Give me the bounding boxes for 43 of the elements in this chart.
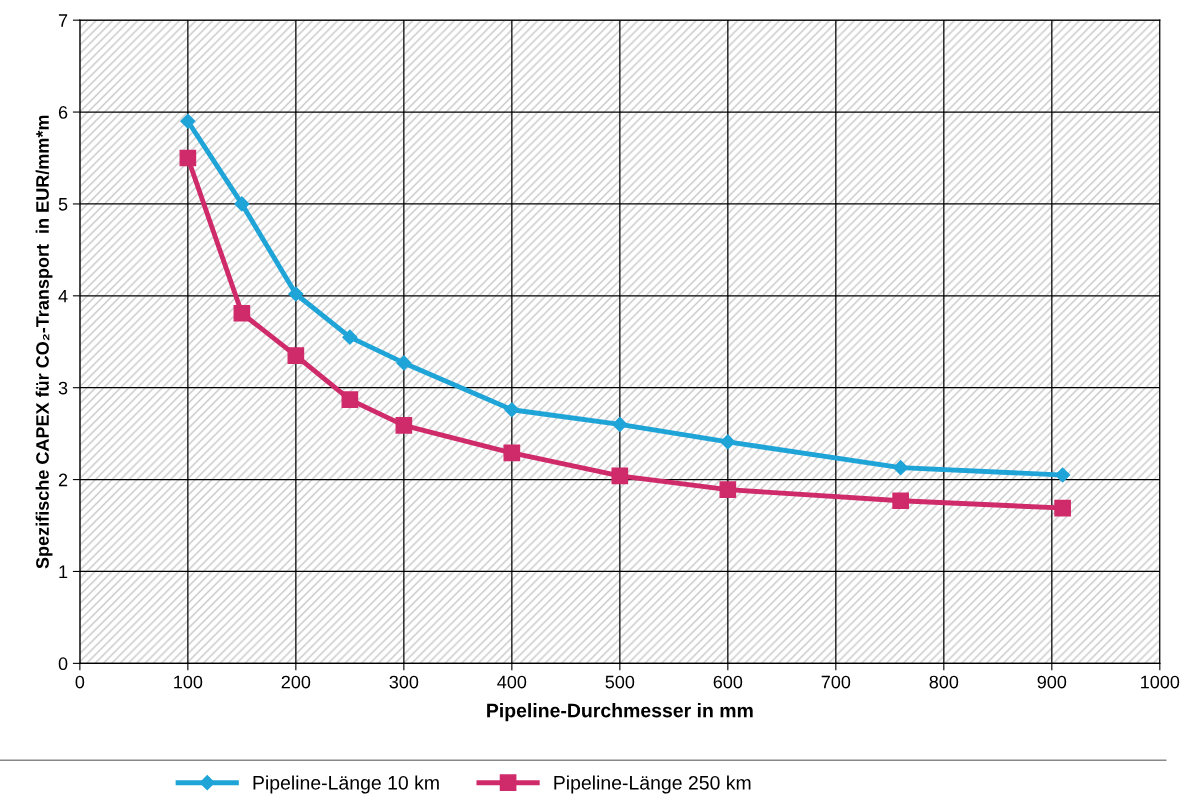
y-tick-label: 5 <box>58 198 68 211</box>
y-tick-label: 6 <box>58 105 68 119</box>
point <box>341 391 359 408</box>
point <box>179 149 197 167</box>
point <box>612 416 628 433</box>
point <box>893 460 909 476</box>
y-tick-label: 0 <box>58 657 68 671</box>
x-tick-label: 500 <box>605 675 635 689</box>
y-tick-label: 2 <box>58 473 68 487</box>
x-tick-label: 300 <box>389 675 419 689</box>
x-tick-label: 800 <box>929 675 959 689</box>
point <box>234 196 250 212</box>
point <box>288 286 304 302</box>
point <box>233 304 251 322</box>
x-tick-label: 900 <box>1037 675 1067 689</box>
point <box>342 329 358 345</box>
point <box>1054 499 1071 517</box>
x-axis-title: Pipeline-Durchmesser in mm <box>487 703 753 722</box>
point <box>1055 467 1071 483</box>
legend-label: Pipeline-Länge 250 km <box>554 775 751 794</box>
point <box>396 355 412 371</box>
point <box>395 417 413 434</box>
x-tick-label: 100 <box>174 675 203 689</box>
point <box>503 444 521 462</box>
y-tick-label: 7 <box>58 14 68 27</box>
y-axis-title: Spezifische CAPEX für CO₂-Transport in EUR/mm*m <box>35 115 53 569</box>
point <box>504 402 520 418</box>
point <box>611 467 629 485</box>
point <box>719 481 737 499</box>
x-tick-label: 700 <box>821 675 851 689</box>
point <box>892 492 909 510</box>
legend-label: Pipeline-Länge 10 km <box>253 775 439 794</box>
y-tick-label: 4 <box>58 289 68 303</box>
point <box>720 434 736 450</box>
x-tick-label: 600 <box>713 675 743 689</box>
x-tick-label: 400 <box>497 675 527 689</box>
y-tick-label: 1 <box>59 565 68 579</box>
y-tick-label: 3 <box>58 381 68 395</box>
point <box>180 113 196 129</box>
x-tick-label: 0 <box>75 675 85 689</box>
point <box>287 347 305 364</box>
x-tick-label: 200 <box>281 675 311 689</box>
x-tick-label: 1000 <box>1141 675 1180 689</box>
